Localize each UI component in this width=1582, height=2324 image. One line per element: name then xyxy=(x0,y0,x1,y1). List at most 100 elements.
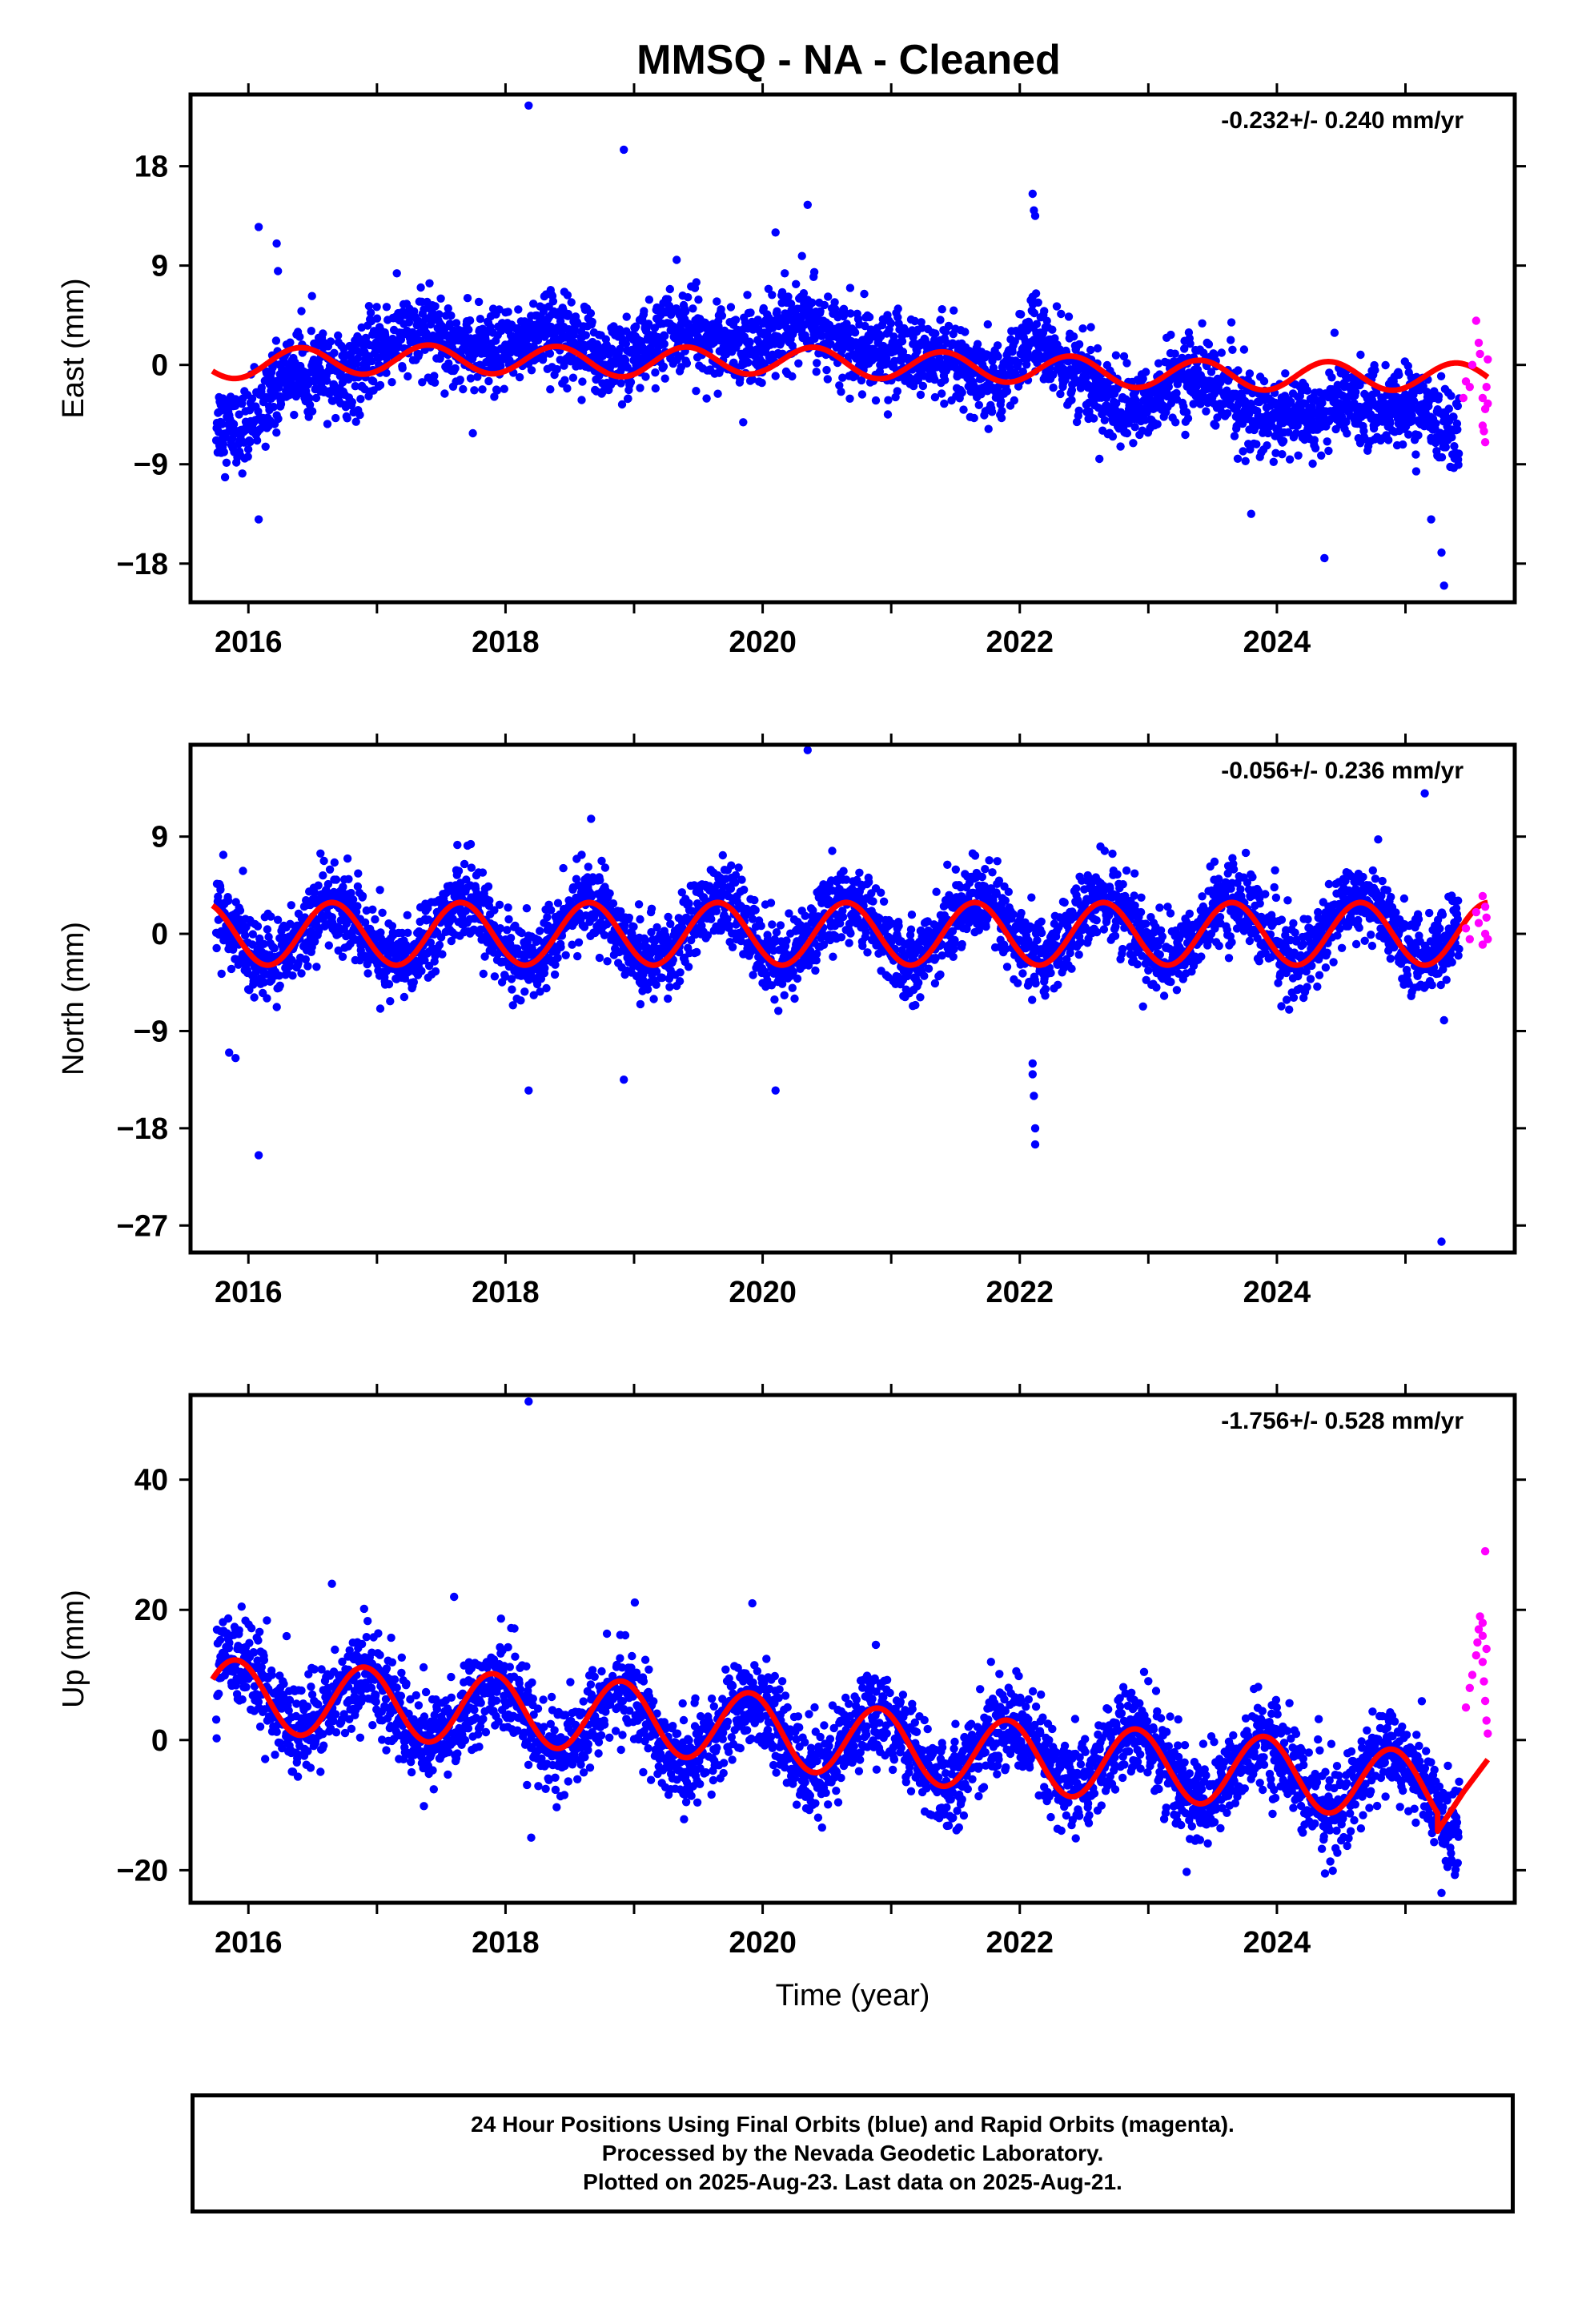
final-point xyxy=(1017,310,1026,319)
final-point xyxy=(326,337,335,346)
final-point xyxy=(1324,446,1333,456)
final-point xyxy=(217,969,226,979)
final-point xyxy=(271,336,281,345)
final-point xyxy=(1052,302,1062,311)
final-point xyxy=(495,900,504,910)
final-point xyxy=(799,289,809,298)
final-point xyxy=(229,945,238,955)
final-point xyxy=(893,313,902,322)
final-point xyxy=(1172,388,1181,398)
final-point xyxy=(522,904,532,913)
final-point xyxy=(1034,298,1042,307)
final-point xyxy=(1453,401,1463,411)
final-point xyxy=(1142,408,1151,417)
final-point xyxy=(766,899,776,907)
final-point xyxy=(1119,352,1129,361)
final-point xyxy=(616,379,625,388)
final-point xyxy=(578,377,587,386)
final-point xyxy=(1239,447,1247,456)
final-point xyxy=(996,396,1006,405)
final-point xyxy=(1278,450,1287,459)
final-point xyxy=(275,971,283,980)
final-point xyxy=(382,368,391,377)
rapid-point xyxy=(1468,360,1477,369)
final-point xyxy=(563,384,572,393)
final-point xyxy=(515,372,524,382)
final-point xyxy=(596,875,604,885)
final-point xyxy=(640,936,650,945)
final-point xyxy=(1246,445,1255,454)
final-point xyxy=(936,316,945,324)
final-point xyxy=(248,930,257,939)
final-point xyxy=(338,952,347,962)
final-point xyxy=(409,978,418,987)
final-point xyxy=(581,331,590,340)
final-point xyxy=(935,353,944,363)
final-point xyxy=(440,389,449,398)
final-point xyxy=(1030,308,1039,318)
final-point xyxy=(816,307,825,316)
final-point xyxy=(1164,382,1174,392)
final-point xyxy=(916,390,926,400)
final-point xyxy=(958,388,966,397)
final-point xyxy=(1234,399,1243,408)
final-point xyxy=(717,312,727,320)
final-point xyxy=(484,376,493,386)
final-point xyxy=(743,291,752,300)
final-point xyxy=(1444,404,1454,413)
final-point xyxy=(913,376,923,385)
final-outlier-point xyxy=(1320,553,1329,563)
final-point xyxy=(1198,319,1207,328)
final-point xyxy=(938,389,946,398)
rapid-orbit-points-east xyxy=(1459,316,1492,447)
final-point xyxy=(1199,348,1208,357)
final-point xyxy=(417,967,426,975)
final-point xyxy=(664,295,673,304)
final-point xyxy=(325,865,335,875)
final-point xyxy=(214,892,223,901)
final-point xyxy=(1279,436,1288,445)
final-point xyxy=(490,972,500,981)
final-point xyxy=(788,372,797,381)
final-point xyxy=(1196,400,1205,408)
final-point xyxy=(1252,440,1261,448)
final-point xyxy=(577,396,586,404)
final-point xyxy=(883,410,893,419)
final-point xyxy=(1411,450,1420,459)
final-point xyxy=(830,298,839,307)
final-point xyxy=(368,905,377,915)
final-point xyxy=(1435,428,1445,437)
final-point xyxy=(1318,398,1327,408)
final-point xyxy=(1241,456,1250,465)
final-point xyxy=(275,383,283,392)
final-point xyxy=(846,309,855,318)
final-point xyxy=(927,356,937,365)
final-point xyxy=(1395,370,1403,380)
final-point xyxy=(1111,351,1121,360)
final-point xyxy=(714,322,723,331)
final-point xyxy=(1333,380,1343,389)
final-point xyxy=(1223,409,1232,418)
final-point xyxy=(343,854,352,863)
final-point xyxy=(331,413,340,423)
final-point xyxy=(273,915,283,924)
final-point xyxy=(454,866,464,875)
final-point xyxy=(1142,368,1150,376)
final-point xyxy=(568,373,578,382)
final-point xyxy=(451,364,460,373)
final-point xyxy=(835,381,844,390)
x-tick-label: 2024 xyxy=(1243,625,1311,659)
final-point xyxy=(1040,307,1049,316)
final-orbit-points-east xyxy=(211,101,1464,590)
final-point xyxy=(734,863,743,872)
final-point xyxy=(893,387,902,396)
final-point xyxy=(718,850,727,860)
final-point xyxy=(624,394,632,403)
final-point xyxy=(263,925,272,934)
final-point xyxy=(269,402,278,412)
final-point xyxy=(366,308,375,317)
final-point xyxy=(649,995,658,1003)
final-point xyxy=(692,387,701,396)
final-point xyxy=(1285,455,1295,464)
